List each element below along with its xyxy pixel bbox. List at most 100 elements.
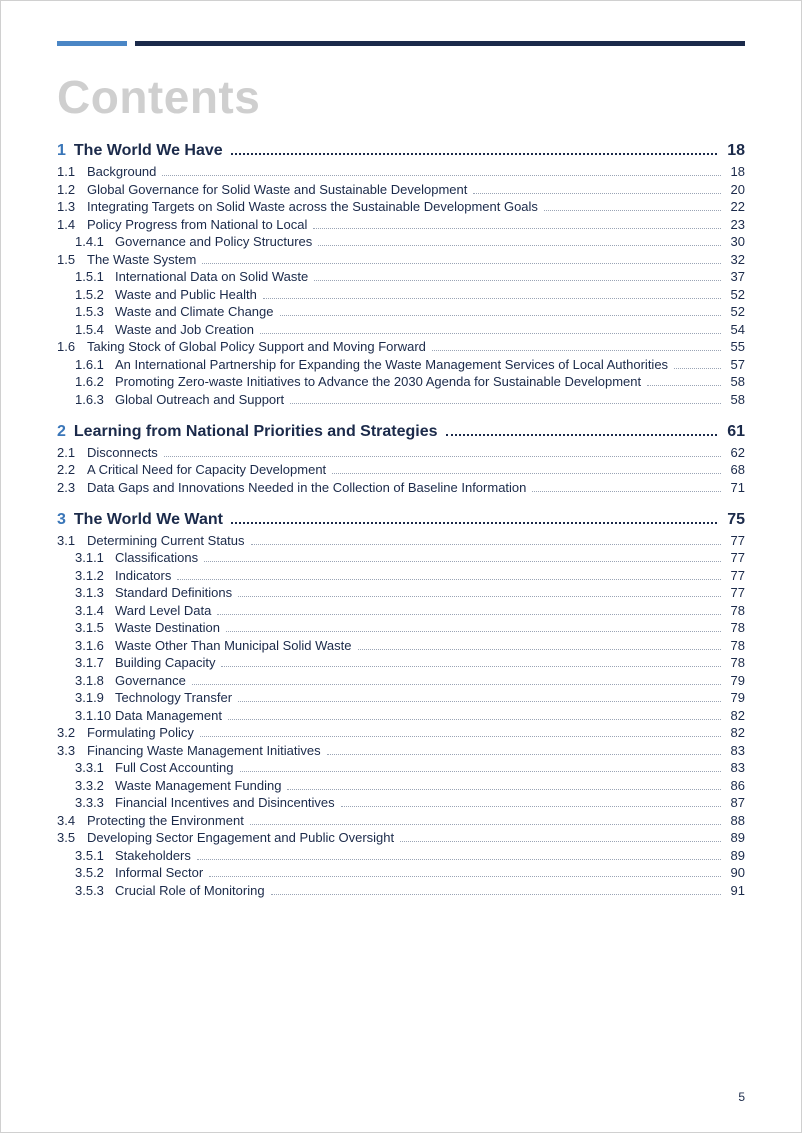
leader — [164, 447, 721, 456]
toc-subsection-row[interactable]: 3.3.2Waste Management Funding86 — [57, 778, 745, 793]
toc-section-row[interactable]: 1.5The Waste System32 — [57, 252, 745, 267]
toc-subsection-row[interactable]: 1.6.1An International Partnership for Ex… — [57, 357, 745, 372]
toc-subsection-number: 3.1.7 — [75, 655, 115, 670]
toc-section-label: Policy Progress from National to Local — [87, 217, 307, 232]
toc-subsection-label: Full Cost Accounting — [115, 760, 234, 775]
rule-gap — [127, 41, 135, 46]
rule-accent — [57, 41, 127, 46]
toc-subsection-row[interactable]: 3.5.3Crucial Role of Monitoring91 — [57, 883, 745, 898]
table-of-contents: 1The World We Have18 1.1Background18 1.2Gl… — [57, 142, 745, 898]
toc-subsection-row[interactable]: 3.3.1Full Cost Accounting83 — [57, 760, 745, 775]
toc-chapter-row[interactable]: 1The World We Have18 — [57, 142, 745, 160]
toc-chapter-page: 18 — [727, 142, 745, 160]
toc-subsection-label: International Data on Solid Waste — [115, 269, 308, 284]
toc-subsection-row[interactable]: 3.1.1Classifications77 — [57, 550, 745, 565]
toc-section-row[interactable]: 1.3Integrating Targets on Solid Waste ac… — [57, 199, 745, 214]
toc-subsection-row[interactable]: 3.1.10Data Management82 — [57, 708, 745, 723]
toc-subsection-number: 1.6.2 — [75, 374, 115, 389]
toc-section-row[interactable]: 1.2Global Governance for Solid Waste and… — [57, 182, 745, 197]
toc-section-row[interactable]: 3.2Formulating Policy82 — [57, 725, 745, 740]
toc-section-number: 1.6 — [57, 339, 87, 354]
toc-subsection-number: 3.1.4 — [75, 603, 115, 618]
leader — [341, 798, 721, 807]
toc-section-label: Financing Waste Management Initiatives — [87, 743, 321, 758]
leader — [192, 675, 721, 684]
leader — [400, 833, 720, 842]
toc-subsection-row[interactable]: 1.6.3Global Outreach and Support58 — [57, 392, 745, 407]
toc-subsection-row[interactable]: 1.6.2Promoting Zero-waste Initiatives to… — [57, 374, 745, 389]
toc-subsection-row[interactable]: 3.5.2Informal Sector90 — [57, 865, 745, 880]
toc-subsection-page: 86 — [731, 778, 745, 793]
toc-section-page: 82 — [731, 725, 745, 740]
toc-subsection-row[interactable]: 1.5.1International Data on Solid Waste37 — [57, 269, 745, 284]
toc-chapter-number: 1 — [57, 142, 66, 160]
toc-subsection-row[interactable]: 3.5.1Stakeholders89 — [57, 848, 745, 863]
toc-subsection-row[interactable]: 3.3.3Financial Incentives and Disincenti… — [57, 795, 745, 810]
toc-subsection-number: 1.5.1 — [75, 269, 115, 284]
toc-section-row[interactable]: 3.4Protecting the Environment88 — [57, 813, 745, 828]
toc-subsection-number: 3.1.2 — [75, 568, 115, 583]
toc-subsection-row[interactable]: 3.1.7Building Capacity78 — [57, 655, 745, 670]
leader — [240, 763, 721, 772]
toc-section-number: 2.3 — [57, 480, 87, 495]
toc-section-page: 18 — [731, 164, 745, 179]
toc-chapter-page: 75 — [727, 511, 745, 529]
leader — [473, 184, 720, 193]
toc-section-label: Data Gaps and Innovations Needed in the … — [87, 480, 526, 495]
toc-subsection-number: 3.3.2 — [75, 778, 115, 793]
leader — [432, 342, 721, 351]
toc-subsection-number: 1.4.1 — [75, 234, 115, 249]
toc-subsection-number: 3.1.8 — [75, 673, 115, 688]
toc-chapter-row[interactable]: 2Learning from National Priorities and S… — [57, 423, 745, 441]
toc-chapter-row[interactable]: 3The World We Want75 — [57, 511, 745, 529]
toc-subsection-row[interactable]: 3.1.3Standard Definitions77 — [57, 585, 745, 600]
toc-section-row[interactable]: 3.1Determining Current Status77 — [57, 533, 745, 548]
toc-subsection-row[interactable]: 1.5.4Waste and Job Creation54 — [57, 322, 745, 337]
page-title: Contents — [57, 70, 745, 124]
footer-page-number: 5 — [738, 1090, 745, 1104]
leader — [674, 359, 720, 368]
toc-section-number: 1.1 — [57, 164, 87, 179]
toc-section-page: 71 — [731, 480, 745, 495]
leader — [202, 254, 720, 263]
toc-section-row[interactable]: 2.1Disconnects62 — [57, 445, 745, 460]
toc-subsection-page: 79 — [731, 673, 745, 688]
toc-section-page: 55 — [731, 339, 745, 354]
toc-section-label: Protecting the Environment — [87, 813, 244, 828]
toc-subsection-page: 30 — [731, 234, 745, 249]
toc-subsection-page: 78 — [731, 655, 745, 670]
leader — [263, 289, 721, 298]
leader — [446, 426, 718, 436]
toc-section-row[interactable]: 1.4Policy Progress from National to Loca… — [57, 217, 745, 232]
toc-subsection-row[interactable]: 3.1.5Waste Destination78 — [57, 620, 745, 635]
toc-section-label: Formulating Policy — [87, 725, 194, 740]
toc-section-page: 23 — [731, 217, 745, 232]
toc-section-row[interactable]: 2.2A Critical Need for Capacity Developm… — [57, 462, 745, 477]
toc-subsection-number: 3.5.2 — [75, 865, 115, 880]
toc-subsection-row[interactable]: 3.1.9Technology Transfer79 — [57, 690, 745, 705]
toc-subsection-page: 58 — [731, 374, 745, 389]
toc-subsection-row[interactable]: 1.4.1Governance and Policy Structures30 — [57, 234, 745, 249]
toc-subsection-page: 77 — [731, 568, 745, 583]
toc-section-row[interactable]: 2.3Data Gaps and Innovations Needed in t… — [57, 480, 745, 495]
toc-subsection-label: Waste and Climate Change — [115, 304, 274, 319]
toc-section-row[interactable]: 1.6Taking Stock of Global Policy Support… — [57, 339, 745, 354]
leader — [221, 658, 720, 667]
toc-subsection-row[interactable]: 1.5.3Waste and Climate Change52 — [57, 304, 745, 319]
toc-subsection-label: Promoting Zero-waste Initiatives to Adva… — [115, 374, 641, 389]
leader — [200, 728, 721, 737]
leader — [217, 605, 720, 614]
leader — [162, 167, 720, 176]
toc-subsection-row[interactable]: 3.1.2Indicators77 — [57, 568, 745, 583]
toc-subsection-row[interactable]: 3.1.4Ward Level Data78 — [57, 603, 745, 618]
toc-section-row[interactable]: 3.3Financing Waste Management Initiative… — [57, 743, 745, 758]
toc-subsection-number: 1.5.3 — [75, 304, 115, 319]
toc-subsection-row[interactable]: 3.1.6Waste Other Than Municipal Solid Wa… — [57, 638, 745, 653]
toc-subsection-row[interactable]: 3.1.8Governance79 — [57, 673, 745, 688]
toc-subsection-number: 1.6.3 — [75, 392, 115, 407]
toc-section-row[interactable]: 1.1Background18 — [57, 164, 745, 179]
toc-subsection-row[interactable]: 1.5.2Waste and Public Health52 — [57, 287, 745, 302]
toc-section-number: 3.5 — [57, 830, 87, 845]
toc-subsection-page: 57 — [731, 357, 745, 372]
toc-section-row[interactable]: 3.5Developing Sector Engagement and Publ… — [57, 830, 745, 845]
